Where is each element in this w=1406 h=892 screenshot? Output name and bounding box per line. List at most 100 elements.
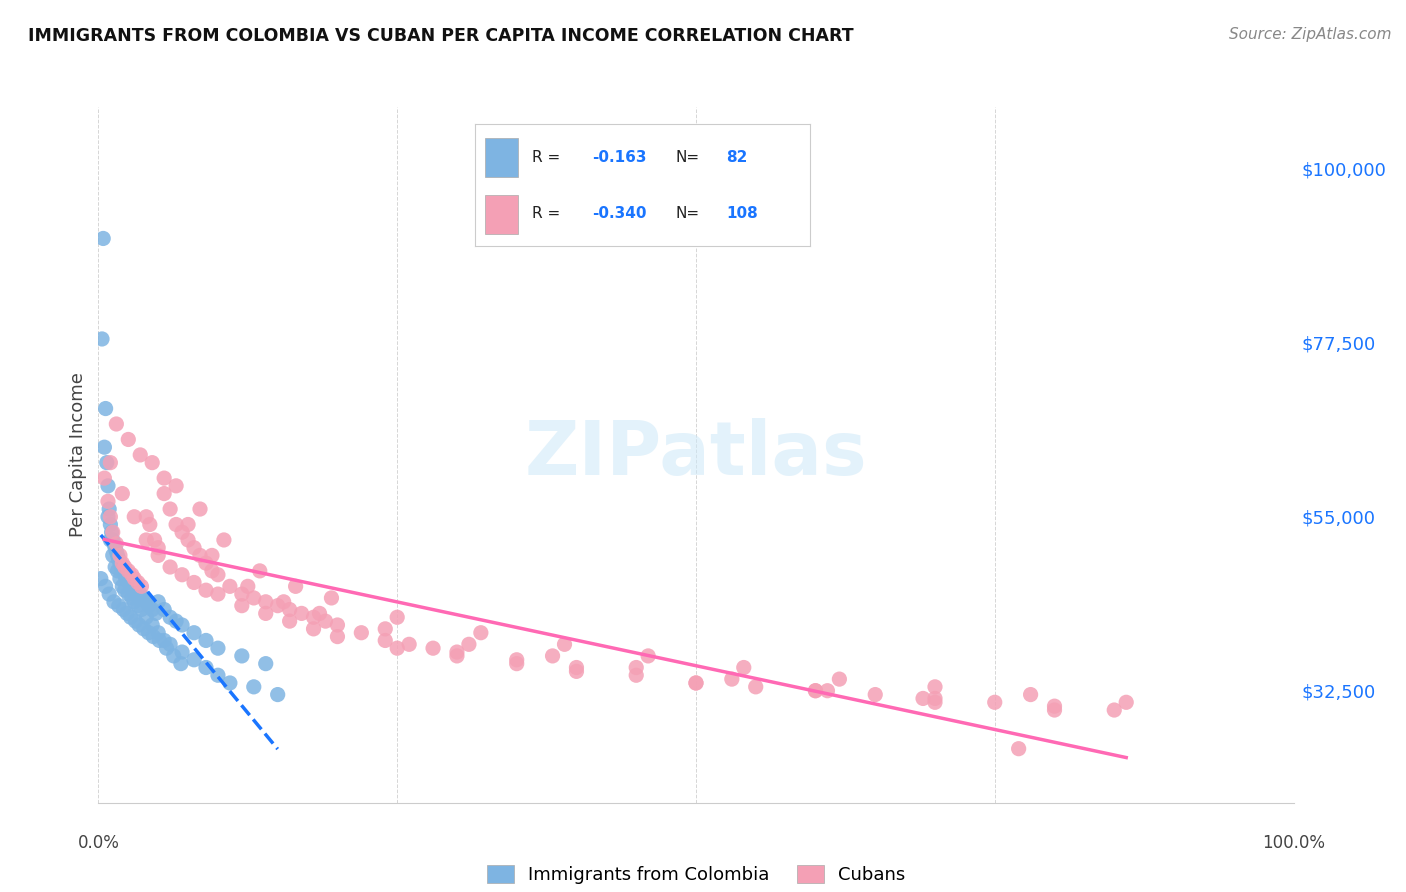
Point — [117, 564, 139, 578]
Point — [104, 560, 127, 574]
Point — [93, 440, 115, 454]
Point — [120, 610, 142, 624]
Point — [107, 552, 129, 566]
Point — [554, 637, 576, 651]
Point — [93, 471, 115, 485]
Point — [98, 517, 122, 532]
Point — [254, 595, 277, 609]
Point — [308, 607, 330, 621]
Point — [267, 599, 290, 613]
Point — [108, 572, 131, 586]
Point — [194, 660, 218, 674]
Point — [267, 688, 290, 702]
Point — [159, 637, 181, 651]
Point — [278, 602, 301, 616]
Point — [124, 595, 146, 609]
Point — [107, 549, 129, 563]
Point — [108, 549, 131, 563]
Point — [101, 549, 124, 563]
Point — [374, 622, 396, 636]
Point — [153, 486, 176, 500]
Point — [170, 657, 193, 671]
Point — [114, 583, 136, 598]
Point — [159, 560, 181, 574]
Point — [350, 625, 373, 640]
Point — [273, 595, 295, 609]
Point — [804, 683, 827, 698]
Point — [124, 614, 146, 628]
Point — [124, 509, 146, 524]
Point — [114, 560, 136, 574]
Point — [815, 683, 838, 698]
Point — [565, 665, 588, 679]
Point — [385, 641, 409, 656]
Text: 0.0%: 0.0% — [77, 834, 120, 852]
Point — [207, 668, 229, 682]
Point — [243, 680, 266, 694]
Point — [117, 587, 139, 601]
Point — [1043, 703, 1066, 717]
Point — [132, 622, 155, 636]
Point — [159, 502, 181, 516]
Point — [183, 625, 205, 640]
Point — [506, 657, 529, 671]
Point — [107, 564, 129, 578]
Point — [183, 541, 205, 555]
Point — [148, 595, 170, 609]
Point — [129, 587, 152, 601]
Point — [284, 579, 307, 593]
Point — [121, 567, 143, 582]
Point — [148, 633, 170, 648]
Text: 100.0%: 100.0% — [1263, 834, 1324, 852]
Point — [101, 525, 124, 540]
Point — [446, 648, 468, 663]
Point — [194, 583, 218, 598]
Point — [194, 633, 218, 648]
Point — [326, 618, 349, 632]
Point — [91, 332, 114, 346]
Point — [183, 653, 205, 667]
Point — [105, 537, 128, 551]
Point — [111, 556, 134, 570]
Point — [129, 448, 152, 462]
Point — [111, 564, 134, 578]
Point — [188, 549, 211, 563]
Point — [115, 607, 138, 621]
Point — [201, 564, 224, 578]
Point — [685, 676, 707, 690]
Point — [254, 657, 277, 671]
Point — [98, 502, 121, 516]
Point — [1007, 741, 1029, 756]
Point — [135, 610, 157, 624]
Point — [107, 599, 129, 613]
Point — [243, 591, 266, 605]
Point — [231, 599, 253, 613]
Point — [124, 572, 146, 586]
Point — [804, 683, 827, 698]
Point — [236, 579, 259, 593]
Point — [302, 622, 325, 636]
Point — [120, 579, 142, 593]
Point — [165, 479, 187, 493]
Point — [201, 549, 224, 563]
Point — [385, 610, 409, 624]
Point — [165, 614, 187, 628]
Point — [302, 610, 325, 624]
Point — [148, 625, 170, 640]
Point — [153, 602, 176, 616]
Point — [135, 509, 157, 524]
Point — [249, 564, 271, 578]
Point — [127, 575, 149, 590]
Point — [112, 602, 135, 616]
Point — [103, 537, 125, 551]
Point — [733, 660, 755, 674]
Point — [219, 676, 242, 690]
Point — [111, 486, 134, 500]
Point — [141, 618, 163, 632]
Point — [374, 633, 396, 648]
Point — [183, 575, 205, 590]
Point — [94, 401, 117, 416]
Point — [172, 618, 194, 632]
Point — [143, 533, 166, 547]
Point — [172, 567, 194, 582]
